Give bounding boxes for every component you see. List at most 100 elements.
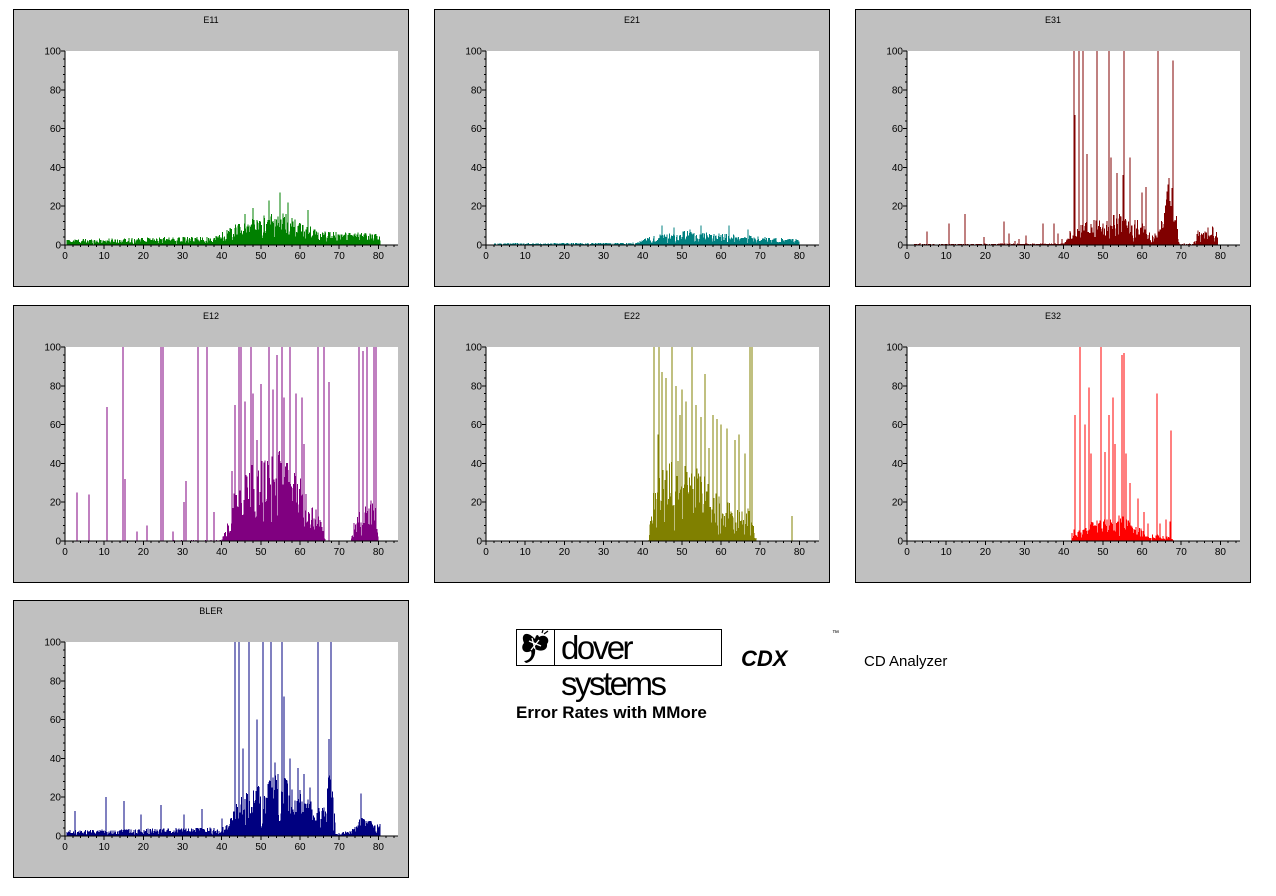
plot-area <box>486 347 819 541</box>
x-tick-label: 40 <box>216 842 228 853</box>
x-tick-label: 60 <box>715 547 727 558</box>
x-tick-label: 0 <box>62 842 68 853</box>
x-tick-label: 20 <box>980 547 992 558</box>
y-tick-label: 20 <box>471 498 483 509</box>
x-tick-label: 80 <box>373 842 385 853</box>
y-tick-label: 0 <box>55 537 61 548</box>
product-description: CD Analyzer <box>864 653 948 670</box>
chart-svg: 0 10 20 30 40 50 60 70 80 0 20 40 60 80 100 <box>44 638 398 853</box>
y-tick-label: 0 <box>55 241 61 252</box>
y-tick-label: 40 <box>471 459 483 470</box>
y-tick-label: 60 <box>892 420 904 431</box>
x-tick-label: 60 <box>294 251 306 262</box>
x-tick-label: 70 <box>1176 251 1188 262</box>
x-tick-label: 30 <box>598 547 610 558</box>
y-tick-label: 0 <box>897 537 903 548</box>
x-tick-label: 50 <box>1097 251 1109 262</box>
x-tick-label: 70 <box>334 547 346 558</box>
x-tick-label: 50 <box>676 547 688 558</box>
x-tick-label: 50 <box>676 251 688 262</box>
y-tick-label: 40 <box>892 459 904 470</box>
y-tick-label: 60 <box>471 124 483 135</box>
chart-title: E11 <box>203 15 219 25</box>
plot-area <box>907 347 1240 541</box>
x-tick-label: 10 <box>520 547 532 558</box>
company-logo: dover systems <box>516 629 722 702</box>
bar-series <box>66 642 381 836</box>
x-tick-label: 40 <box>1058 547 1070 558</box>
bar-series <box>76 347 379 541</box>
x-tick-label: 30 <box>1019 547 1031 558</box>
x-tick-label: 30 <box>177 547 189 558</box>
x-tick-label: 50 <box>255 547 267 558</box>
y-tick-label: 60 <box>892 124 904 135</box>
bar-series <box>493 225 800 245</box>
plot-area <box>65 642 398 836</box>
x-tick-label: 40 <box>216 547 228 558</box>
chart-svg: 0 10 20 30 40 50 60 70 80 0 20 40 60 80 100 <box>44 47 398 262</box>
x-tick-label: 0 <box>904 547 910 558</box>
y-tick-label: 0 <box>55 832 61 843</box>
x-tick-label: 30 <box>177 842 189 853</box>
chart-panel-e11: E11 0 10 20 30 40 50 60 70 80 0 20 40 60 80 100 <box>13 9 409 287</box>
x-tick-label: 10 <box>99 842 111 853</box>
x-tick-label: 80 <box>1215 251 1227 262</box>
y-tick-label: 80 <box>50 85 62 96</box>
y-tick-label: 100 <box>44 343 61 354</box>
chart-svg: 0 10 20 30 40 50 60 70 80 0 20 40 60 80 100 <box>886 47 1240 262</box>
x-tick-label: 0 <box>62 251 68 262</box>
x-tick-label: 20 <box>559 251 571 262</box>
chart-title: E21 <box>623 15 640 25</box>
x-tick-label: 10 <box>99 547 111 558</box>
chart-svg: 0 10 20 30 40 50 60 70 80 0 20 40 60 80 100 <box>465 343 819 558</box>
y-tick-label: 0 <box>476 241 482 252</box>
x-tick-label: 20 <box>138 547 150 558</box>
y-tick-label: 20 <box>892 202 904 213</box>
x-tick-label: 10 <box>941 251 953 262</box>
x-tick-label: 60 <box>1136 251 1148 262</box>
y-tick-label: 80 <box>892 381 904 392</box>
chart-title: E31 <box>1044 15 1061 25</box>
y-tick-label: 0 <box>897 241 903 252</box>
chart-svg: 0 10 20 30 40 50 60 70 80 0 20 40 60 80 100 <box>44 343 398 558</box>
y-tick-label: 100 <box>44 47 61 58</box>
x-tick-label: 60 <box>715 251 727 262</box>
chart-panel-e12: E12 0 10 20 30 40 50 60 70 80 0 20 40 60 80 100 <box>13 305 409 583</box>
chart-panel-bler: BLER 0 10 20 30 40 50 60 70 80 0 20 40 60 80 100 <box>13 600 409 878</box>
x-tick-label: 70 <box>755 251 767 262</box>
y-tick-label: 40 <box>50 459 62 470</box>
x-tick-label: 80 <box>794 547 806 558</box>
x-tick-label: 20 <box>138 251 150 262</box>
x-tick-label: 50 <box>255 842 267 853</box>
y-tick-label: 60 <box>50 124 62 135</box>
y-tick-label: 80 <box>50 676 62 687</box>
x-tick-label: 0 <box>904 251 910 262</box>
y-tick-label: 20 <box>50 793 62 804</box>
y-tick-label: 100 <box>44 638 61 649</box>
x-tick-label: 0 <box>483 251 489 262</box>
y-tick-label: 80 <box>471 85 483 96</box>
plot-area <box>65 51 398 245</box>
y-tick-label: 60 <box>50 715 62 726</box>
y-tick-label: 40 <box>50 163 62 174</box>
chart-title: BLER <box>199 606 223 616</box>
x-tick-label: 40 <box>637 547 649 558</box>
y-tick-label: 40 <box>471 163 483 174</box>
x-tick-label: 70 <box>334 842 346 853</box>
x-tick-label: 20 <box>980 251 992 262</box>
x-tick-label: 60 <box>1136 547 1148 558</box>
trademark-mark: ™ <box>832 630 839 637</box>
company-name: dover systems <box>561 629 667 702</box>
x-tick-label: 80 <box>1215 547 1227 558</box>
y-tick-label: 20 <box>50 202 62 213</box>
x-tick-label: 70 <box>334 251 346 262</box>
chart-svg: 0 10 20 30 40 50 60 70 80 0 20 40 60 80 100 <box>465 47 819 262</box>
x-tick-label: 70 <box>1176 547 1188 558</box>
y-tick-label: 100 <box>886 343 903 354</box>
chart-title: E32 <box>1044 311 1061 321</box>
x-tick-label: 30 <box>598 251 610 262</box>
y-tick-label: 0 <box>476 537 482 548</box>
x-tick-label: 60 <box>294 547 306 558</box>
x-tick-label: 20 <box>559 547 571 558</box>
x-tick-label: 80 <box>373 251 385 262</box>
